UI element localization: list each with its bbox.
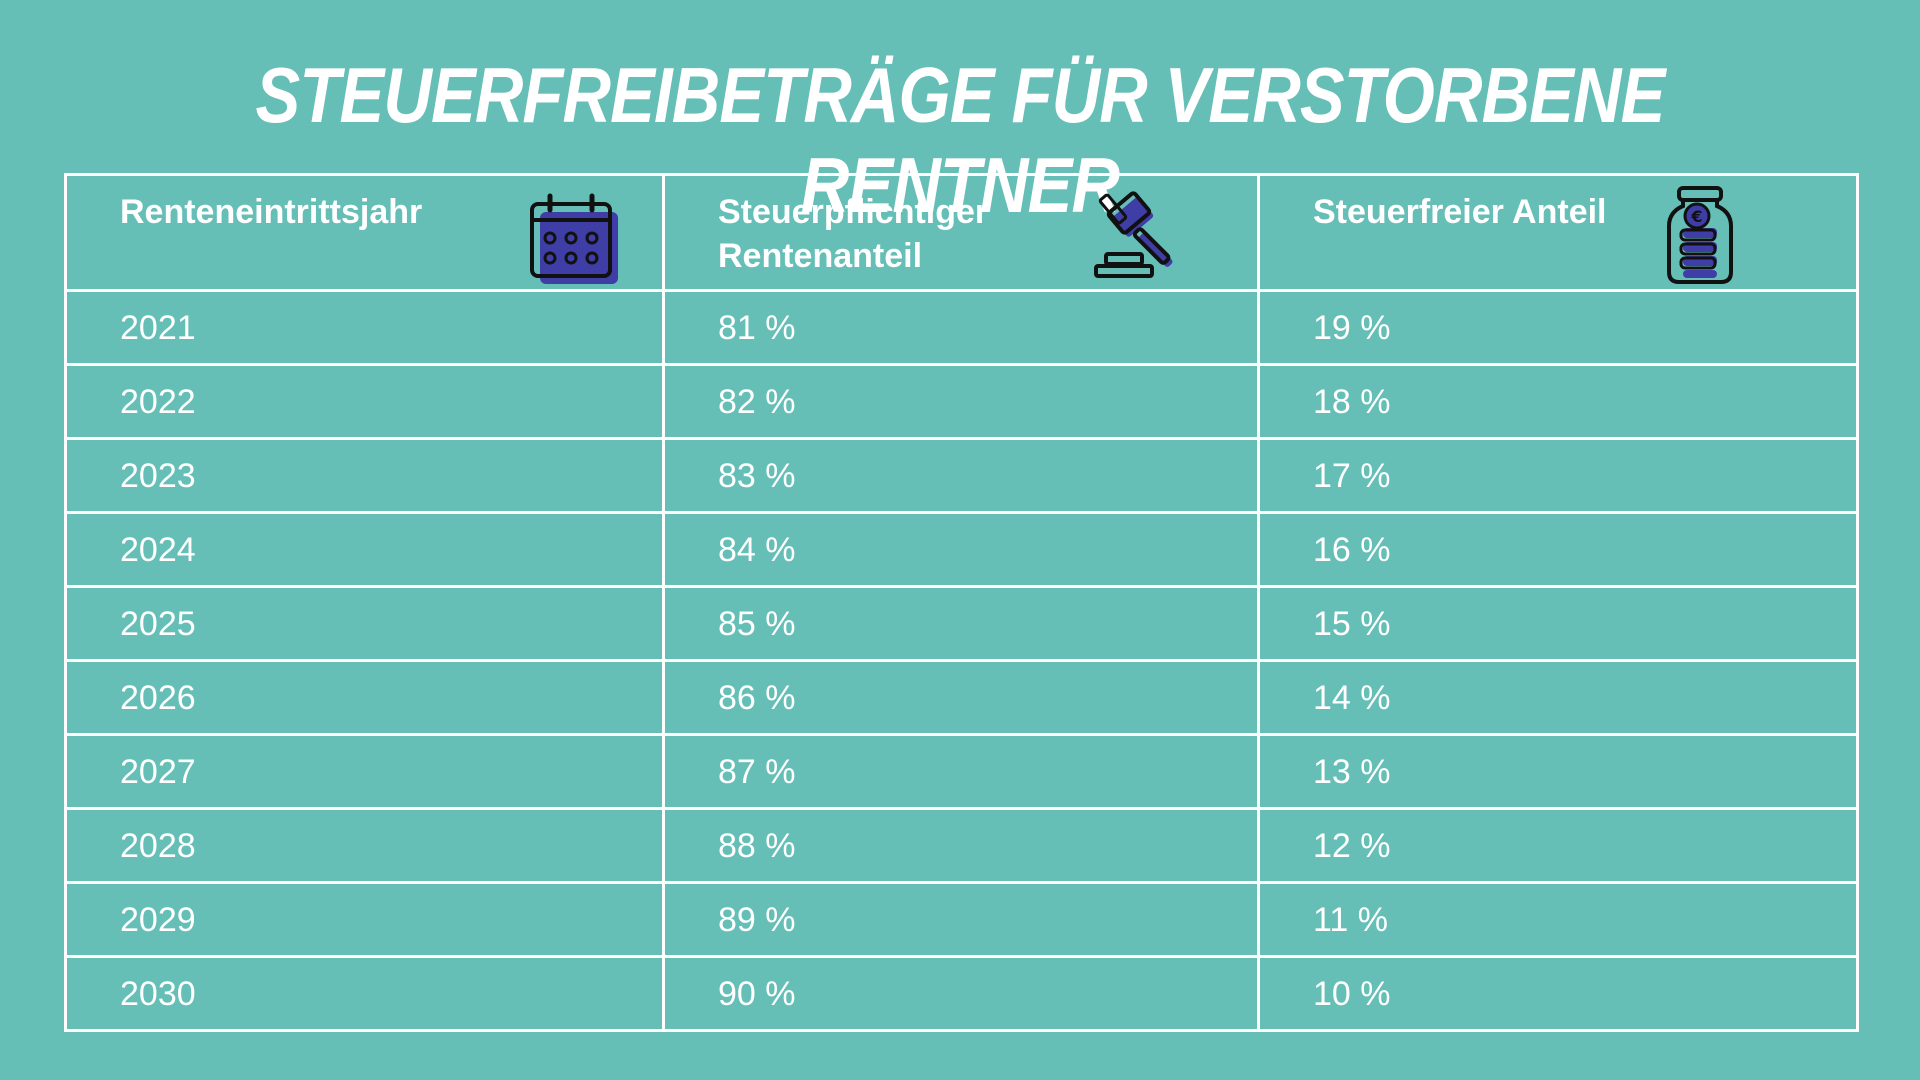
cell-year: 2029 [64, 881, 665, 958]
cell-year: 2028 [64, 807, 665, 884]
cell-taxable: 81 % [662, 289, 1260, 366]
cell-taxfree: 15 % [1257, 585, 1859, 662]
cell-taxfree: 13 % [1257, 733, 1859, 810]
table-header-row: Renteneintrittsjahr [64, 173, 1859, 292]
table-row: 2028 88 % 12 % [64, 807, 1859, 884]
cell-year: 2022 [64, 363, 665, 440]
cell-taxable: 82 % [662, 363, 1260, 440]
cell-year: 2021 [64, 289, 665, 366]
cell-year: 2030 [64, 955, 665, 1032]
cell-taxable: 87 % [662, 733, 1260, 810]
cell-taxfree: 11 % [1257, 881, 1859, 958]
svg-text:€: € [1690, 207, 1702, 226]
table-row: 2025 85 % 15 % [64, 585, 1859, 662]
table-row: 2030 90 % 10 % [64, 955, 1859, 1032]
header-cell-taxable: Steuerpflichtiger Rentenanteil [662, 173, 1260, 292]
header-cell-taxfree: Steuerfreier Anteil € [1257, 173, 1859, 292]
table-row: 2021 81 % 19 % [64, 289, 1859, 366]
calendar-icon [530, 193, 618, 284]
cell-taxable: 89 % [662, 881, 1260, 958]
cell-taxable: 85 % [662, 585, 1260, 662]
cell-year: 2024 [64, 511, 665, 588]
money-jar-icon: € [1667, 186, 1733, 284]
header-cell-year: Renteneintrittsjahr [64, 173, 665, 292]
cell-taxable: 84 % [662, 511, 1260, 588]
cell-year: 2023 [64, 437, 665, 514]
cell-year: 2026 [64, 659, 665, 736]
table-row: 2023 83 % 17 % [64, 437, 1859, 514]
table-row: 2024 84 % 16 % [64, 511, 1859, 588]
cell-taxfree: 16 % [1257, 511, 1859, 588]
header-label-taxable: Steuerpflichtiger Rentenanteil [718, 193, 989, 275]
cell-taxfree: 18 % [1257, 363, 1859, 440]
cell-taxable: 83 % [662, 437, 1260, 514]
cell-taxfree: 14 % [1257, 659, 1859, 736]
cell-year: 2027 [64, 733, 665, 810]
table-row: 2026 86 % 14 % [64, 659, 1859, 736]
header-label-taxfree: Steuerfreier Anteil [1313, 193, 1607, 231]
cell-taxfree: 19 % [1257, 289, 1859, 366]
table-row: 2027 87 % 13 % [64, 733, 1859, 810]
cell-year: 2025 [64, 585, 665, 662]
cell-taxfree: 12 % [1257, 807, 1859, 884]
cell-taxable: 90 % [662, 955, 1260, 1032]
table-row: 2029 89 % 11 % [64, 881, 1859, 958]
cell-taxfree: 17 % [1257, 437, 1859, 514]
cell-taxable: 86 % [662, 659, 1260, 736]
tax-table: Renteneintrittsjahr [64, 173, 1859, 1032]
header-label-year: Renteneintrittsjahr [120, 193, 423, 231]
cell-taxfree: 10 % [1257, 955, 1859, 1032]
table-row: 2022 82 % 18 % [64, 363, 1859, 440]
cell-taxable: 88 % [662, 807, 1260, 884]
gavel-icon [1094, 191, 1173, 278]
